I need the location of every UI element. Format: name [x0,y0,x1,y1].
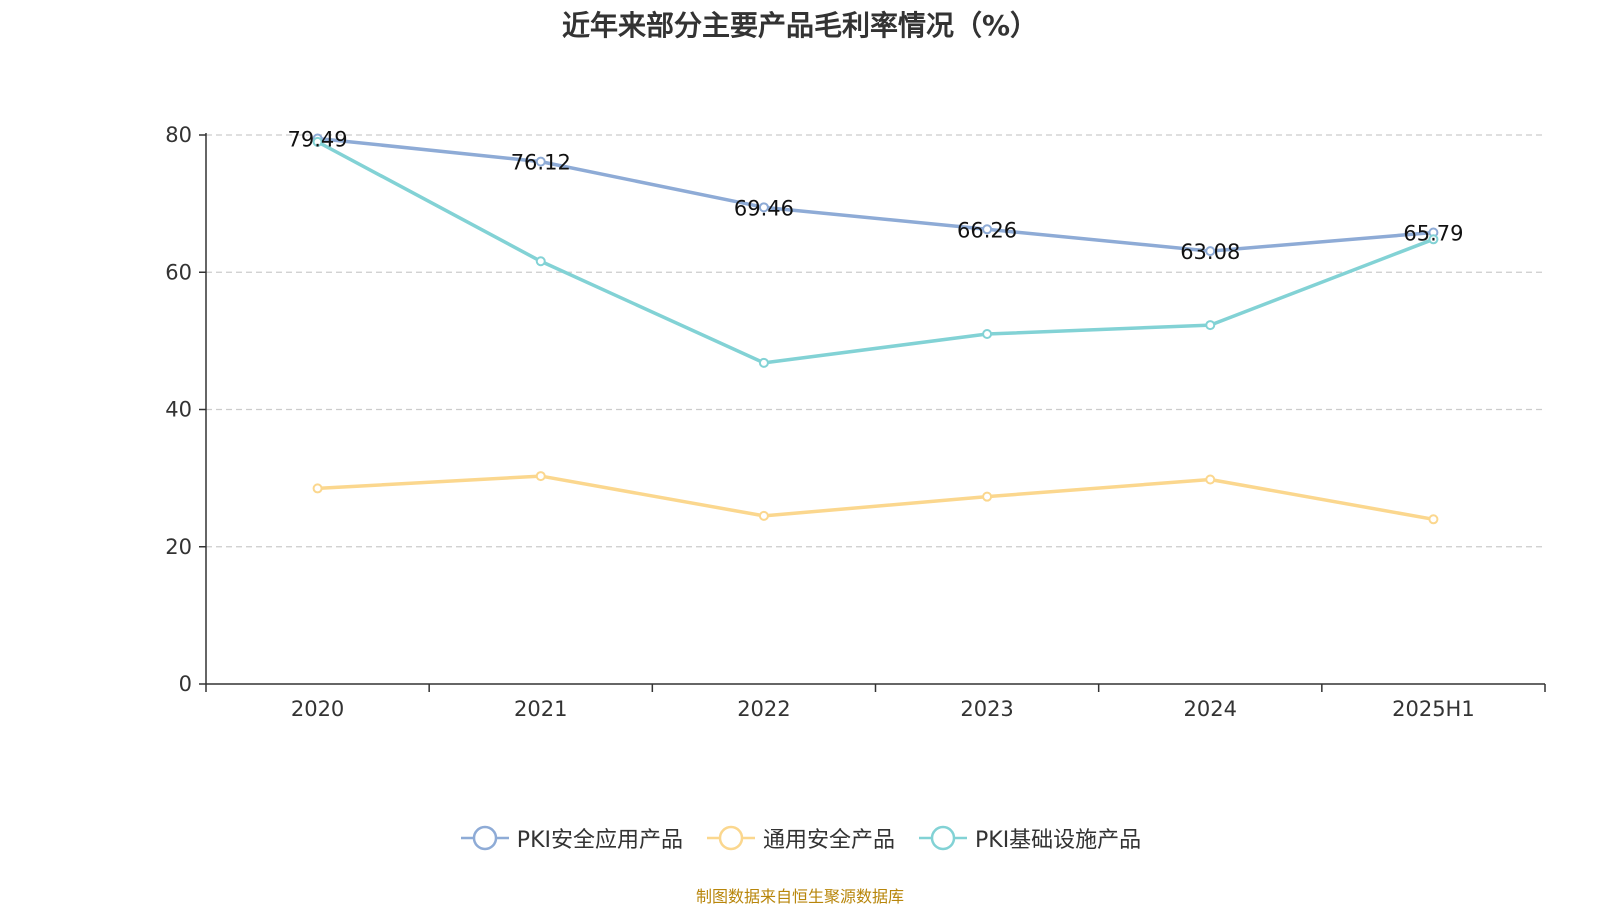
data-label: 69.46 [734,196,794,220]
data-point [758,510,769,521]
y-tick-label: 20 [165,535,192,559]
data-point [312,483,323,494]
data-point [535,471,546,482]
legend-label: 通用安全产品 [762,828,895,853]
legend-item[interactable]: PKI基础设施产品 [917,822,1141,854]
legend-marker-icon [919,825,967,851]
legend-marker-icon [706,825,755,851]
x-tick-label: 2021 [514,697,567,721]
data-point [982,329,993,340]
legend-label: PKI基础设施产品 [975,828,1142,853]
x-tick-label: 2023 [960,697,1013,721]
y-tick-label: 80 [165,123,192,147]
data-point [1205,474,1216,485]
series-line [315,474,1436,522]
legend-item[interactable]: 通用安全产品 [705,822,895,854]
chart-title: 近年来部分主要产品毛利率情况（%） [561,9,1039,42]
y-tick-label: 40 [165,398,192,422]
data-point [312,136,323,147]
data-point [1428,234,1439,245]
data-point [982,491,993,502]
x-tick-label: 2025H1 [1392,697,1475,721]
data-point [1428,514,1439,525]
data-label: 65.79 [1403,222,1463,246]
legend-item[interactable]: PKI安全应用产品 [459,822,683,854]
data-point [1205,320,1216,331]
series-line [315,136,1436,253]
x-tick-label: 2024 [1184,697,1237,721]
series-line [315,140,1436,365]
legend: PKI安全应用产品 通用安全产品 PKI基础设施产品 [0,822,1600,854]
y-tick-label: 60 [165,260,192,284]
data-label: 66.26 [957,218,1017,242]
data-label: 63.08 [1180,240,1240,264]
data-point [758,357,769,368]
data-point [758,202,769,213]
data-point [982,224,993,235]
data-point [1205,246,1216,257]
source-note: 制图数据来自恒生聚源数据库 [695,887,904,906]
legend-label: PKI安全应用产品 [516,828,683,853]
y-tick-label: 0 [179,672,192,696]
legend-marker-icon [460,825,509,851]
data-point [535,256,546,267]
data-label: 76.12 [511,151,571,175]
data-label: 79.49 [288,127,348,151]
x-tick-label: 2022 [737,697,790,721]
data-point [535,156,546,167]
x-tick-label: 2020 [291,697,344,721]
